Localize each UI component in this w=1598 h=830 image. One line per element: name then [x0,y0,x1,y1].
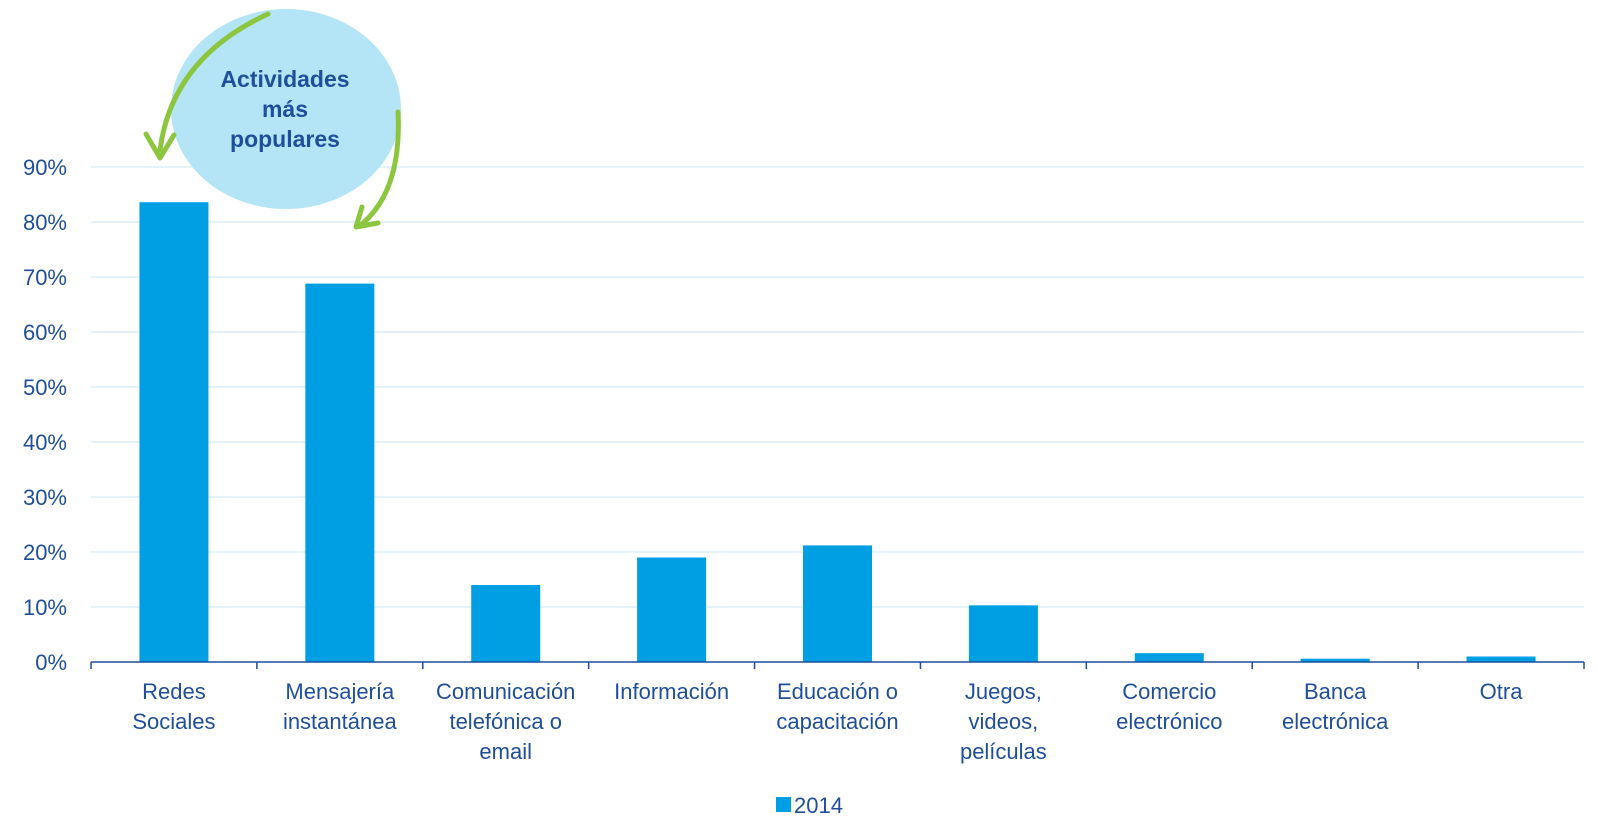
arrow-right-head [353,204,381,230]
x-tick-label: Comunicación telefónica o email [436,679,575,764]
y-tick-label: 70% [23,265,67,290]
x-tick-label: Otra [1480,679,1524,704]
x-axis [90,661,1585,669]
bar [139,202,209,662]
legend-swatch [776,797,791,812]
x-axis-labels: Redes Sociales Mensajería instantánea Comuni… [132,679,1523,764]
x-tick-label: Redes Sociales [132,679,215,734]
bar [803,545,872,662]
arrow-left-head [143,131,177,161]
y-tick-label: 50% [23,375,67,400]
arrow-right [359,109,401,227]
callout-annotation: Actividades más populares [143,9,401,230]
bar [968,605,1038,662]
callout-bubble [171,9,401,209]
bar [471,585,541,662]
bars [139,202,1536,662]
y-tick-label: 20% [23,540,67,565]
bar [1466,656,1536,662]
y-tick-label: 90% [23,155,67,180]
legend-label: 2014 [794,793,843,818]
x-tick-label: Comercio electrónico [1116,679,1222,734]
y-tick-label: 10% [23,595,67,620]
y-axis-ticks: 0% 10% 20% 30% 40% 50% 60% 70% 80% 90% [23,155,67,675]
legend: 2014 [776,793,843,818]
x-tick-label: Información [614,679,729,704]
x-tick-label: Banca electrónica [1282,679,1389,734]
bar [305,283,375,662]
y-tick-label: 80% [23,210,67,235]
x-tick-label: Juegos, videos, películas [960,679,1047,764]
y-tick-label: 30% [23,485,67,510]
bar [1300,658,1370,662]
callout-text: Actividades más populares [220,66,349,152]
x-tick-label: Educación o capacitación [776,679,898,734]
y-tick-label: 0% [35,650,67,675]
bar [1134,653,1204,662]
y-tick-label: 40% [23,430,67,455]
bar [637,557,707,662]
x-tick-label: Mensajería instantánea [283,679,398,734]
arrow-left [157,11,271,153]
y-tick-label: 60% [23,320,67,345]
